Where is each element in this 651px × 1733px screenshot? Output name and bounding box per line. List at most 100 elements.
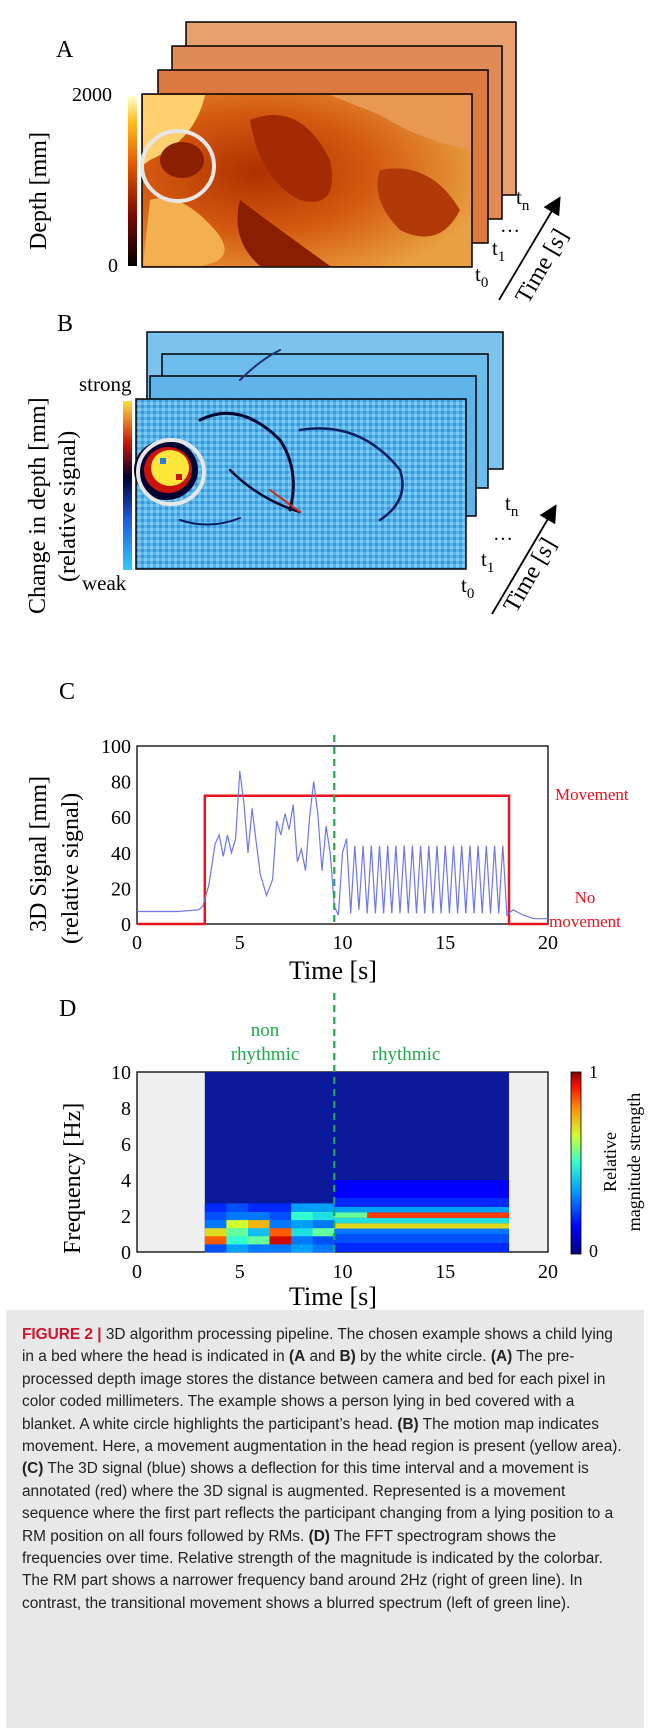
- svg-text:t0: t0: [461, 573, 474, 602]
- spectrogram-cell: [312, 1219, 335, 1229]
- signal-y-tick-4: 80: [111, 772, 131, 794]
- svg-text:t1: t1: [481, 547, 494, 576]
- spectrogram-cell: [204, 1243, 227, 1253]
- signal-axis-label-1: 3D Signal [mm]: [26, 776, 52, 932]
- head-highlight-circle: [140, 129, 216, 203]
- spectrogram-colorbar: [570, 1071, 582, 1255]
- spectrogram-cell: [247, 1203, 271, 1212]
- signal-y-ticks: 0 20 40 60 80 100: [101, 736, 131, 936]
- svg-text:…: …: [493, 523, 513, 545]
- motion-map-features: [179, 349, 404, 526]
- signal-x-tick-2: 10: [333, 932, 353, 954]
- spectrogram-cell: [204, 1235, 227, 1245]
- spectrogram-cell: [312, 1203, 335, 1212]
- spectrogram-cell: [247, 1243, 271, 1253]
- spectrogram-y-axis-label: Frequency [Hz]: [60, 1103, 86, 1254]
- spectrogram-cell: [247, 1211, 271, 1221]
- signal-axis-label-2: (relative signal): [58, 793, 84, 944]
- spectrogram-cell: [204, 1203, 227, 1212]
- non-rhythmic-label-1: non: [251, 1020, 280, 1041]
- spectrogram-band: [334, 1228, 509, 1234]
- spectrogram-cell: [226, 1235, 249, 1245]
- spectrogram-band: [334, 1207, 509, 1213]
- movement-label: Movement: [555, 785, 629, 804]
- spectrogram-cell: [291, 1235, 314, 1245]
- svg-text:t1: t1: [492, 236, 505, 265]
- spectrogram-band: [334, 1180, 509, 1198]
- spectrogram-cell: [269, 1211, 292, 1221]
- non-rhythmic-label-2: rhythmic: [231, 1044, 300, 1065]
- signal-x-ticks: 0 5 10 15 20: [132, 932, 558, 954]
- spectrogram-x-tick-2: 10: [333, 1261, 353, 1283]
- signal-y-tick-0: 0: [121, 914, 131, 936]
- spectrogram-band: [334, 1223, 509, 1229]
- spectrogram-band: [334, 1234, 509, 1243]
- motion-colorbar-top: strong: [79, 372, 132, 396]
- spectrogram-cell: [291, 1243, 314, 1253]
- svg-text:t0: t0: [475, 262, 488, 291]
- motion-colorbar: [123, 401, 132, 570]
- spectrogram-cell: [226, 1243, 249, 1253]
- svg-text:tn: tn: [516, 185, 530, 214]
- panel-a: A 2000 0 Depth [mm]: [26, 21, 574, 308]
- depth-colorbar-min: 0: [108, 255, 118, 277]
- spectrogram-cell: [269, 1227, 292, 1237]
- time-label-n: t: [516, 185, 522, 209]
- no-movement-label-1: No: [575, 888, 596, 907]
- spectrogram-cells: [204, 1072, 509, 1253]
- spectrogram-cell: [291, 1211, 314, 1221]
- spectrogram-cell: [269, 1243, 292, 1253]
- spectrogram-x-tick-3: 15: [435, 1261, 455, 1283]
- spectrogram-x-tick-4: 20: [538, 1261, 558, 1283]
- spectrogram-cell: [204, 1211, 227, 1221]
- spectrogram-cell: [334, 1212, 368, 1218]
- time-axis-label-b: Time [s]: [499, 534, 562, 617]
- motion-axis-label-2: (relative signal): [55, 431, 81, 582]
- spectrogram-y-ticks: 0 2 4 6 8 10: [111, 1062, 131, 1264]
- signal-x-axis-label: Time [s]: [289, 956, 377, 985]
- figure-canvas: A 2000 0 Depth [mm]: [25, 21, 644, 1310]
- time-axis-label: Time [s]: [511, 225, 574, 308]
- spectrogram-band: [334, 1217, 509, 1224]
- spectrogram-band: [334, 1243, 509, 1252]
- signal-y-tick-5: 100: [101, 736, 131, 758]
- time-arrow: [498, 196, 561, 301]
- svg-text:tn: tn: [505, 491, 519, 520]
- spectrogram-cell: [312, 1227, 335, 1237]
- colorbar-label-1: Relative: [600, 1132, 620, 1192]
- motion-axis-label-1: Change in depth [mm]: [25, 397, 51, 614]
- signal-y-tick-3: 60: [111, 807, 131, 829]
- depth-colorbar-max: 2000: [72, 84, 112, 106]
- rhythmic-label: rhythmic: [372, 1044, 441, 1065]
- spectrogram-cell: [269, 1203, 292, 1212]
- signal-y-tick-1: 20: [111, 878, 131, 900]
- signal-curve: [137, 770, 548, 920]
- spectrogram-cell: [226, 1203, 249, 1212]
- spectrogram-cell: [269, 1219, 292, 1229]
- no-movement-label-2: movement: [549, 912, 621, 931]
- spectrogram-cell: [291, 1219, 314, 1229]
- spectrogram-colorbar-bottom: 0: [589, 1241, 598, 1261]
- spectrogram-cell: [269, 1235, 292, 1245]
- motion-colorbar-bottom: weak: [82, 571, 127, 595]
- spectrogram-cell: [204, 1219, 227, 1229]
- figure-caption-lead: FIGURE 2 |: [22, 1326, 102, 1343]
- spectrogram-cell: [312, 1211, 335, 1221]
- panel-a-letter: A: [56, 37, 74, 63]
- figure-caption: FIGURE 2 | 3D algorithm processing pipel…: [6, 1310, 644, 1728]
- spectrogram-y-tick-0: 0: [121, 1242, 131, 1264]
- spectrogram-y-tick-4: 8: [121, 1098, 131, 1120]
- signal-x-tick-1: 5: [235, 932, 245, 954]
- signal-x-tick-0: 0: [132, 932, 142, 954]
- signal-plot-frame: [136, 745, 549, 925]
- head-highlight-circle-b: [136, 438, 206, 506]
- panel-b: B strong weak: [25, 311, 562, 617]
- spectrogram-y-tick-5: 10: [111, 1062, 131, 1084]
- spectrogram-cell: [247, 1219, 271, 1229]
- panel-d-letter: D: [59, 996, 76, 1022]
- panel-c: C 0 20 40 60 80 100 0 5 10 15 20 Movement No move…: [26, 679, 629, 985]
- spectrogram-cell: [312, 1243, 335, 1253]
- spectrogram-cell: [226, 1227, 249, 1237]
- time-label-1: t: [492, 236, 498, 260]
- spectrogram-band: [334, 1198, 509, 1207]
